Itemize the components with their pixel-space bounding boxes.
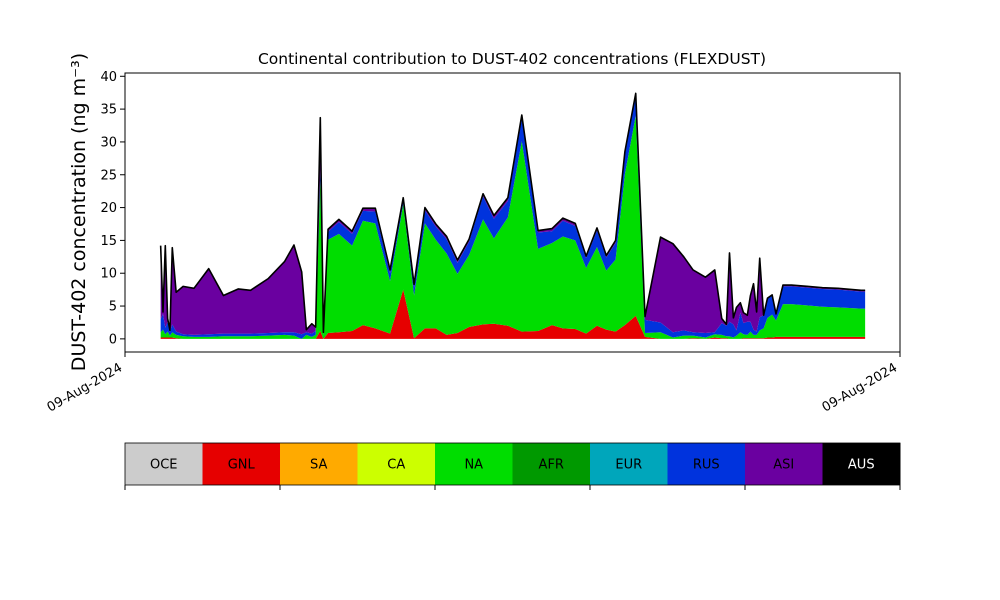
y-tick-label: 10 — [100, 267, 117, 282]
y-tick-label: 35 — [100, 103, 117, 118]
legend-swatch-na — [435, 443, 513, 485]
y-tick-label: 30 — [100, 135, 117, 150]
legend-label-ca: CA — [387, 458, 405, 473]
legend-swatch-gnl — [202, 443, 281, 485]
stacked-areas — [159, 92, 866, 339]
legend-label-eur: EUR — [615, 458, 642, 473]
y-tick-label: 15 — [100, 234, 117, 249]
x-tick-label: 09-Aug-2024 — [820, 360, 900, 415]
legend-swatch-aus — [822, 443, 901, 485]
legend-label-oce: OCE — [150, 458, 178, 473]
legend-label-asi: ASI — [773, 458, 794, 473]
y-tick-label: 40 — [100, 70, 117, 85]
legend-label-sa: SA — [310, 458, 327, 473]
colorbar-legend: OCE GNL SA CA NA AFR EUR RUS ASI AUS — [124, 442, 901, 490]
y-tick-label: 20 — [100, 201, 117, 216]
legend-swatch-sa — [280, 443, 358, 485]
legend-swatch-asi — [745, 443, 823, 485]
area-na — [160, 115, 866, 339]
plot-frame — [124, 72, 901, 353]
area-asi — [160, 93, 866, 335]
area-gnl — [160, 289, 866, 339]
y-tick-label: 0 — [109, 332, 117, 347]
y-tick-label: 25 — [100, 168, 117, 183]
y-tick-label: 5 — [109, 300, 117, 315]
legend-swatch-ca — [357, 443, 436, 485]
legend-label-aus: AUS — [848, 458, 875, 473]
legend-swatch-eur — [590, 443, 668, 485]
legend-swatch-oce — [125, 443, 203, 485]
total-outline — [159, 92, 866, 334]
legend-frame — [124, 442, 901, 486]
legend-label-gnl: GNL — [228, 458, 256, 473]
chart-title: Continental contribution to DUST-402 con… — [258, 50, 766, 68]
legend-swatch-afr — [512, 443, 591, 485]
legend-label-rus: RUS — [693, 458, 720, 473]
legend-label-na: NA — [464, 458, 483, 473]
y-axis-label: DUST-402 concentration (ng m⁻³) — [68, 53, 90, 371]
legend-label-afr: AFR — [539, 458, 564, 473]
legend-swatch-rus — [667, 443, 746, 485]
